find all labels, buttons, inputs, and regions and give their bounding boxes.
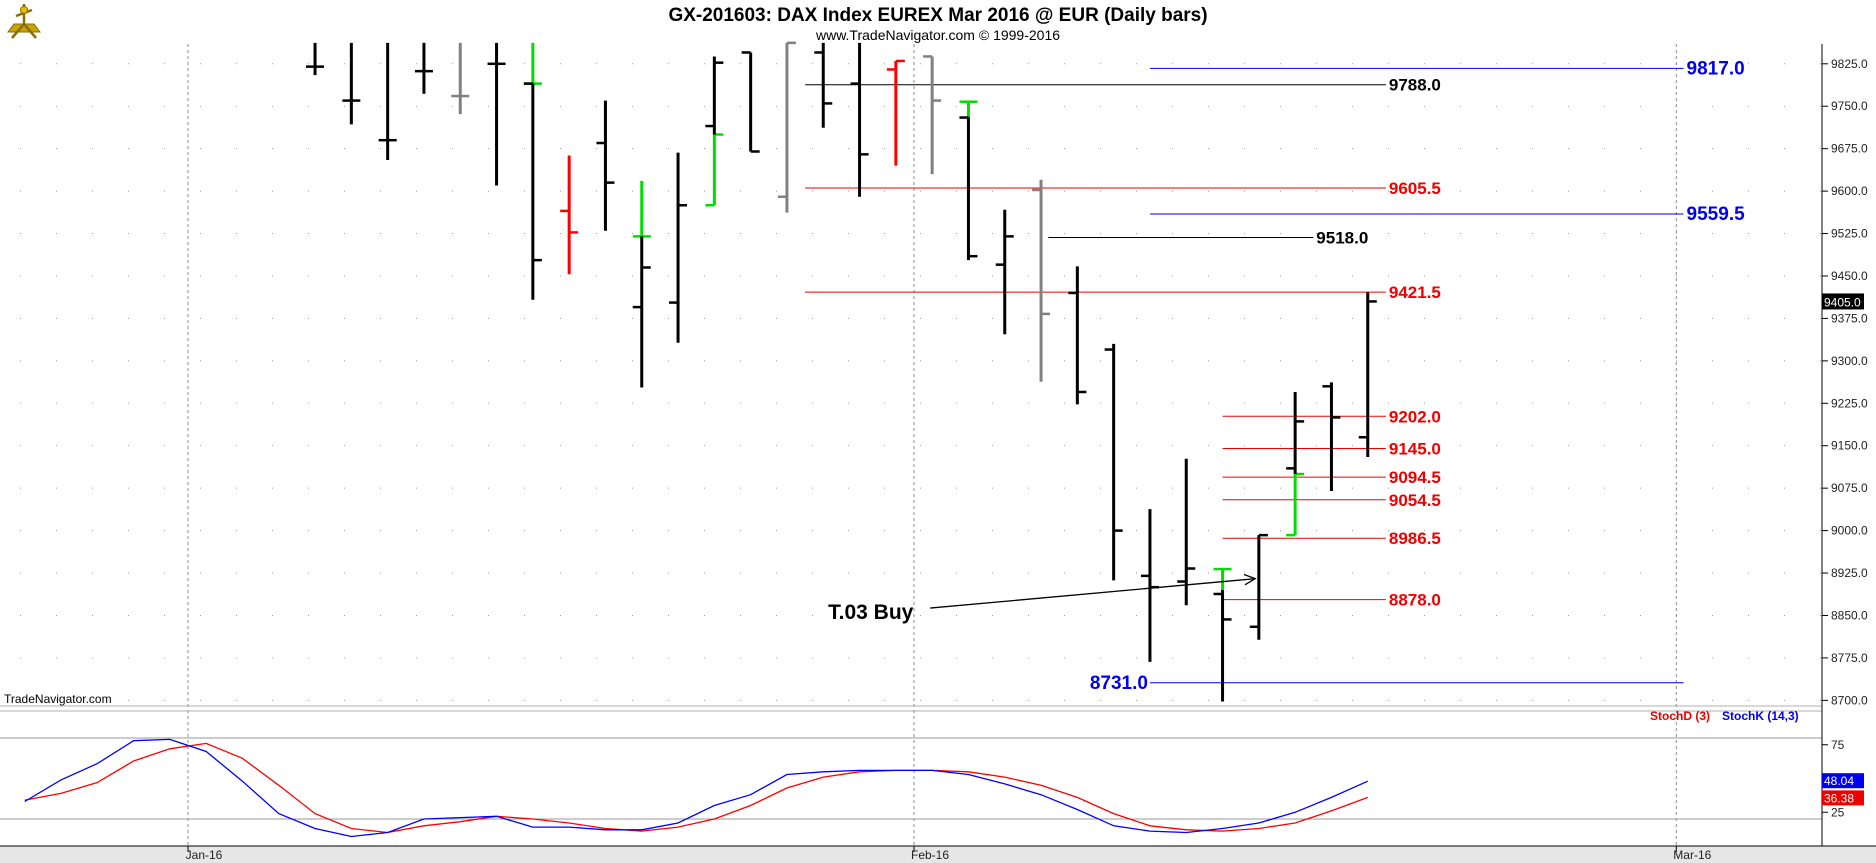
ohlc-bar xyxy=(1286,391,1305,475)
ohlc-bar xyxy=(814,42,833,128)
price-tick-label: 8850.0 xyxy=(1831,608,1868,622)
level-label: 9054.5 xyxy=(1389,491,1441,510)
level-label: 9788.0 xyxy=(1389,76,1441,95)
time-tick-label: Jan-16 xyxy=(186,848,223,862)
price-tick-label: 9750.0 xyxy=(1831,99,1868,113)
ohlc-bar xyxy=(560,155,579,275)
ohlc-bar xyxy=(850,42,869,197)
last-price-label: 9405.0 xyxy=(1824,295,1861,309)
watermark: TradeNavigator.com xyxy=(4,692,112,706)
price-tick-label: 9525.0 xyxy=(1831,227,1868,241)
chart-title: GX-201603: DAX Index EUREX Mar 2016 @ EU… xyxy=(668,5,1207,26)
price-tick-label: 9450.0 xyxy=(1831,269,1868,283)
ohlc-bar xyxy=(1322,382,1341,491)
trade-annotation: T.03 Buy xyxy=(828,573,1257,624)
stoch-k-value: 48.04 xyxy=(1824,774,1854,788)
ohlc-bar xyxy=(523,82,542,300)
ohlc-bar xyxy=(596,100,615,231)
level-label: 9421.5 xyxy=(1389,283,1441,302)
stochastic-lines xyxy=(24,738,1369,838)
ohlc-bar xyxy=(777,41,796,213)
level-label: 8878.0 xyxy=(1389,591,1441,610)
level-label: 9518.0 xyxy=(1316,229,1368,248)
chart-subtitle: www.TradeNavigator.com © 1999-2016 xyxy=(815,27,1060,43)
price-levels: 9817.0 9788.0 9605.5 9559.5 9518.0 9421.5 9202… xyxy=(805,58,1746,694)
stoch-d-badge xyxy=(1822,790,1864,806)
stoch-k-legend: StochK (14,3) xyxy=(1722,709,1799,723)
level-label: 8731.0 xyxy=(1090,673,1148,694)
time-tick-label: Feb-16 xyxy=(911,848,949,862)
time-tick-label: Mar-16 xyxy=(1673,848,1711,862)
ohlc-bar xyxy=(1177,458,1196,606)
level-label: 9202.0 xyxy=(1389,407,1441,426)
level-label: 9559.5 xyxy=(1687,204,1746,225)
ohlc-bar xyxy=(1032,179,1051,382)
stoch-k-line xyxy=(24,738,1369,838)
ohlc-bar xyxy=(1358,292,1377,458)
price-tick-label: 8775.0 xyxy=(1831,651,1868,665)
ohlc-bar xyxy=(959,116,978,261)
ohlc-bars xyxy=(306,41,1377,702)
level-label: 9094.5 xyxy=(1389,468,1441,487)
time-axis: Jan-16 Feb-16 Mar-16 xyxy=(0,845,1876,863)
level-label: 9145.0 xyxy=(1389,440,1441,459)
ohlc-bar xyxy=(342,42,361,125)
price-tick-label: 8700.0 xyxy=(1831,693,1868,707)
ohlc-bar xyxy=(378,42,397,160)
last-price-badge xyxy=(1822,293,1864,310)
price-tick-label: 9000.0 xyxy=(1831,524,1868,538)
ohlc-bar xyxy=(995,209,1014,335)
price-tick-label: 8925.0 xyxy=(1831,566,1868,580)
time-grid xyxy=(187,44,1677,846)
level-label: 8986.5 xyxy=(1389,529,1441,548)
price-tick-label: 9825.0 xyxy=(1831,57,1868,71)
ohlc-bar xyxy=(306,42,325,76)
ohlc-bar xyxy=(923,55,942,175)
price-tick-label: 9375.0 xyxy=(1831,311,1868,325)
sextant-icon xyxy=(7,4,41,39)
ohlc-bar xyxy=(705,56,724,135)
stoch-tick-label: 75 xyxy=(1831,738,1845,752)
price-tick-label: 9600.0 xyxy=(1831,184,1868,198)
stoch-k-badge xyxy=(1822,773,1864,789)
ohlc-bar xyxy=(1068,266,1087,405)
stochastic-grid xyxy=(0,737,1822,820)
stochastic-panel: StochD (3) StochK (14,3) xyxy=(0,709,1822,838)
ohlc-bar xyxy=(1213,567,1232,591)
ohlc-bar xyxy=(414,42,433,94)
annotation-arrow-shaft xyxy=(930,578,1256,609)
ohlc-bar xyxy=(487,42,506,186)
price-tick-label: 9075.0 xyxy=(1831,481,1868,495)
ohlc-bar xyxy=(1249,533,1268,640)
stoch-tick-label: 25 xyxy=(1831,805,1845,819)
ohlc-bar xyxy=(741,51,760,153)
ohlc-bar xyxy=(632,236,651,388)
annotation-label: T.03 Buy xyxy=(828,601,914,624)
ohlc-bar xyxy=(669,152,688,343)
ohlc-bar xyxy=(1104,343,1123,581)
price-tick-label: 9225.0 xyxy=(1831,396,1868,410)
ohlc-bar xyxy=(959,100,978,118)
stoch-d-legend: StochD (3) xyxy=(1650,709,1710,723)
price-tick-label: 9675.0 xyxy=(1831,142,1868,156)
ohlc-bar xyxy=(1213,590,1232,702)
stoch-d-value: 36.38 xyxy=(1824,791,1854,805)
annotation-arrow-head xyxy=(1243,573,1257,586)
price-tick-label: 9300.0 xyxy=(1831,354,1868,368)
level-label: 9817.0 xyxy=(1687,58,1745,79)
stoch-d-line xyxy=(24,742,1369,834)
ohlc-bar xyxy=(886,59,905,166)
ohlc-bar xyxy=(451,42,470,115)
level-label: 9605.5 xyxy=(1389,179,1441,198)
price-panel: 9817.0 9788.0 9605.5 9559.5 9518.0 9421.5 9202… xyxy=(0,41,1822,846)
price-grid xyxy=(20,63,1822,701)
price-tick-label: 9150.0 xyxy=(1831,439,1868,453)
price-axis: 9825.0 9750.0 9675.0 9600.0 9525.0 9450.0 9375… xyxy=(1821,44,1876,863)
